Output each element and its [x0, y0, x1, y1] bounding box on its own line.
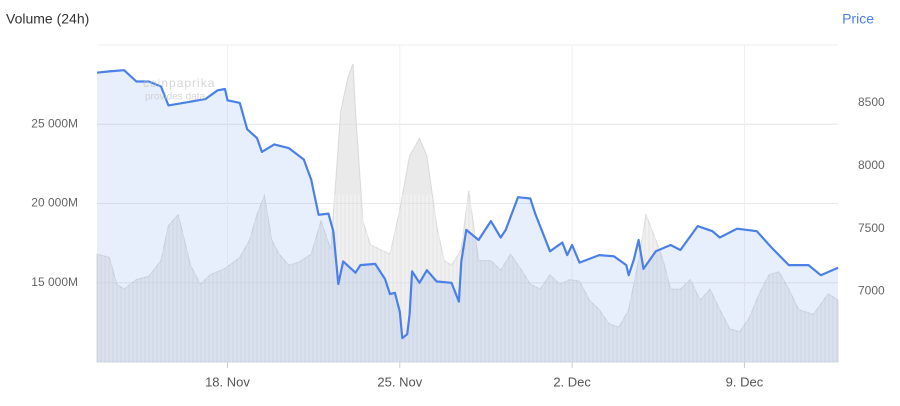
- y-tick-label: 20 000M: [31, 196, 78, 210]
- x-tick-label: 25. Nov: [377, 374, 422, 389]
- price-area: [97, 70, 838, 362]
- x-tick-label: 9. Dec: [726, 374, 764, 389]
- y2-axis-label: Price: [842, 11, 874, 27]
- y-axis-label: Volume (24h): [6, 11, 89, 27]
- price-line: [96, 69, 839, 340]
- x-tick-label: 2. Dec: [553, 374, 591, 389]
- y2-tick-label: 7500: [858, 221, 885, 235]
- y-tick-label: 25 000M: [31, 116, 78, 130]
- x-tick-label: 18. Nov: [205, 374, 250, 389]
- y-tick-label: 15 000M: [31, 275, 78, 289]
- y2-tick-label: 8000: [858, 158, 885, 172]
- watermark: provides data: [145, 92, 205, 103]
- y2-tick-label: 7000: [858, 284, 885, 298]
- watermark: coinpaprika: [143, 76, 215, 90]
- y2-tick-label: 8500: [858, 95, 885, 109]
